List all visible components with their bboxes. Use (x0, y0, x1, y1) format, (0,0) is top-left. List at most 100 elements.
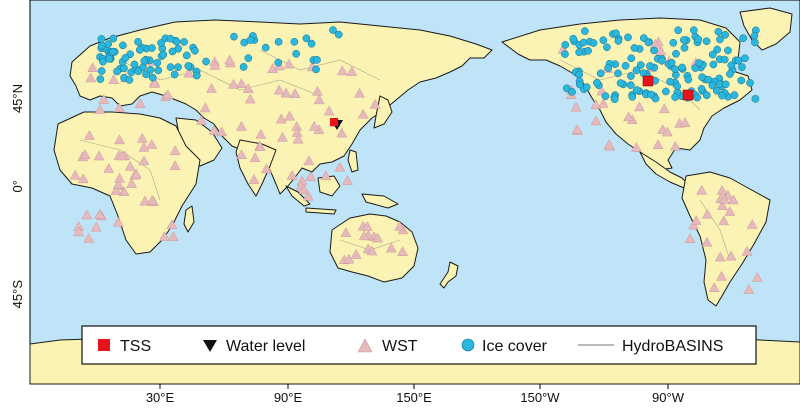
ice-cover-marker (561, 50, 569, 58)
ice-cover-marker (180, 38, 188, 46)
wst-marker (216, 126, 228, 137)
wst-marker (718, 193, 730, 204)
ice-cover-marker (678, 63, 686, 72)
ice-cover-marker (569, 34, 578, 43)
wst-marker (342, 175, 353, 185)
wst-marker (146, 194, 158, 205)
wst-marker (289, 88, 301, 98)
ice-cover-marker (716, 35, 724, 44)
wst-marker (90, 221, 102, 232)
ice-cover-marker (680, 43, 689, 52)
wst-marker (631, 142, 642, 152)
wst-marker (244, 93, 256, 104)
wst-marker (336, 127, 348, 138)
wst-marker (126, 178, 138, 188)
wst-marker (286, 170, 298, 180)
legend-box (81, 325, 757, 365)
square-icon (98, 339, 110, 351)
wst-marker (273, 84, 285, 95)
ice-cover-marker (627, 54, 636, 63)
circle-icon (461, 338, 475, 352)
wst-marker (162, 89, 174, 100)
ice-cover-marker (650, 46, 658, 55)
ice-cover-marker (313, 56, 321, 64)
wst-marker (94, 208, 106, 219)
borneo (317, 175, 341, 197)
ice-cover-marker (673, 82, 682, 91)
wst-marker (746, 218, 758, 229)
legend-label-wst: WST (382, 338, 418, 355)
wst-marker (284, 110, 295, 121)
ice-cover-marker (166, 63, 175, 71)
ice-cover-marker (174, 63, 182, 71)
wst-marker (249, 152, 261, 163)
ice-cover-marker (589, 39, 598, 47)
ice-cover-marker (140, 57, 149, 65)
ice-cover-marker (626, 81, 635, 89)
wst-marker (283, 58, 295, 69)
ice-cover-marker (746, 79, 754, 87)
wst-marker (169, 160, 181, 170)
lon-ticks (159, 384, 669, 389)
ice-cover-marker (667, 58, 676, 67)
ice-cover-marker (704, 75, 713, 84)
wst-marker (743, 283, 755, 294)
ice-cover-marker (109, 34, 118, 43)
wst-marker (103, 162, 115, 173)
ice-cover-marker (168, 47, 177, 56)
ice-cover-marker (191, 46, 199, 55)
new-zealand (439, 261, 459, 289)
triangle-down-icon (203, 340, 217, 352)
wst-marker (242, 83, 254, 94)
wst-marker (208, 124, 220, 135)
wst-marker (292, 133, 304, 144)
wst-marker (724, 206, 736, 216)
ice-cover-marker (307, 39, 316, 48)
ice-cover-marker (695, 59, 703, 67)
wst-marker (85, 72, 97, 83)
wst-marker (308, 120, 320, 131)
wst-marker (254, 141, 266, 151)
wst-marker (320, 170, 332, 181)
wst-marker (658, 103, 670, 114)
wst-marker (69, 169, 81, 180)
ice-cover-marker (113, 67, 121, 76)
ice-cover-marker (105, 54, 114, 63)
wst-marker (590, 99, 602, 109)
ice-cover-marker (334, 30, 343, 39)
tss-marker (682, 89, 694, 101)
wst-marker (372, 232, 384, 243)
wst-marker (571, 124, 583, 134)
wst-marker (714, 251, 726, 262)
java (305, 207, 337, 215)
wst-marker (394, 220, 405, 231)
ice-cover-marker (154, 66, 163, 75)
madagascar (183, 205, 195, 233)
wst-marker (112, 179, 124, 189)
ice-cover-marker (694, 35, 703, 44)
wst-marker (751, 271, 763, 282)
wst-marker (696, 184, 708, 195)
ice-cover-marker (713, 45, 722, 54)
ice-cover-marker (97, 67, 106, 75)
wst-marker (652, 139, 664, 149)
legend-label-hydrobasins: HydroBASINS (622, 338, 723, 355)
wst-marker (661, 126, 673, 137)
ice-cover-marker (674, 26, 683, 35)
ice-cover-marker (741, 54, 749, 63)
wst-marker (130, 168, 142, 179)
ice-cover-marker (575, 80, 584, 89)
ice-cover-marker (614, 37, 623, 45)
ice-cover-marker (274, 58, 283, 67)
wst-marker (236, 78, 247, 88)
ice-cover-marker (708, 50, 717, 59)
japan (373, 95, 393, 129)
wst-marker (83, 129, 95, 140)
lon-label-150w: 150°W (520, 390, 560, 405)
wst-marker (346, 66, 358, 76)
ice-cover-marker (239, 63, 248, 71)
wst-marker (98, 94, 110, 104)
ice-cover-marker (726, 70, 734, 78)
legend-item-water-level: Water level (203, 338, 305, 355)
wst-marker (149, 77, 161, 88)
